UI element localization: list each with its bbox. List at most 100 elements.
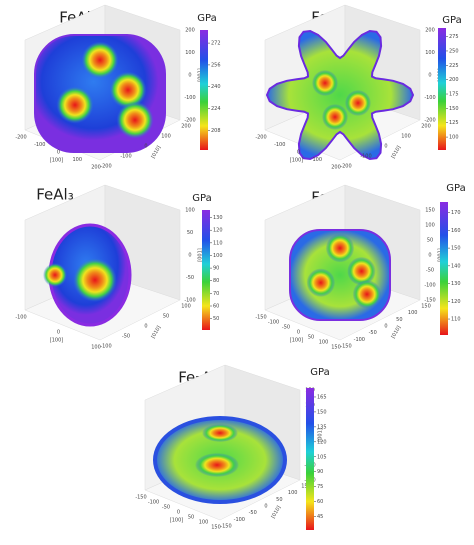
colorbar [200, 30, 208, 150]
axis-tick-label: -150 [220, 524, 231, 530]
colorbar-tick-label: 120 [213, 228, 223, 234]
axis-label: [010] [390, 145, 402, 160]
axis-tick-label: -100 [148, 500, 159, 506]
colorbar-tick-label: 170 [451, 210, 461, 216]
axis-tick-label: -100 [15, 315, 26, 321]
panel-title: FeAl₃ [36, 186, 73, 204]
colorbar-tick-label: 130 [451, 281, 461, 287]
axis-tick-label: -200 [340, 164, 351, 170]
axis-tick-label: 50 [427, 238, 433, 244]
axis-tick-label: 50 [308, 335, 314, 341]
axis-tick-label: -50 [369, 330, 377, 336]
surface-spot [347, 256, 376, 286]
colorbar-tick-label: 175 [449, 92, 459, 98]
axis-tick-label: -100 [184, 298, 195, 304]
colorbar-tick-label: 250 [449, 48, 459, 54]
colorbar [440, 202, 448, 335]
colorbar [306, 388, 314, 530]
axis-tick-label: -150 [424, 298, 435, 304]
axis-tick-label: 100 [425, 50, 435, 56]
surface-spot [325, 233, 355, 263]
axis-label: [010] [150, 145, 162, 160]
colorbar-tick-label: 224 [211, 106, 221, 112]
axis-tick-label: 100 [199, 520, 209, 526]
axis-tick-label: 0 [264, 504, 267, 510]
axis-label: [100] [290, 158, 303, 164]
axis-tick-label: 0 [297, 330, 300, 336]
colorbar-tick-label: 165 [317, 394, 327, 400]
surface-spot [81, 41, 119, 79]
axis-tick-label: -100 [100, 344, 111, 350]
axis-tick-label: -50 [162, 505, 170, 511]
surface-spot [43, 263, 67, 287]
colorbar-tick-label: 75 [317, 484, 323, 490]
colorbar-tick-label: 240 [211, 84, 221, 90]
colorbar-tick-label: 110 [451, 317, 461, 323]
axis-tick-label: -50 [282, 325, 290, 331]
colorbar-tick-label: 105 [317, 454, 327, 460]
axis-tick-label: -100 [234, 517, 245, 523]
axis-tick-label: -200 [15, 135, 26, 141]
axis-tick-label: 50 [276, 497, 282, 503]
axis-tick-label: -200 [184, 118, 195, 124]
colorbar-tick-label: 70 [213, 291, 219, 297]
colorbar-tick-label: 90 [213, 266, 219, 272]
axis-label: [100] [50, 158, 63, 164]
colorbar-tick-label: 150 [449, 106, 459, 112]
axis-tick-label: 0 [428, 73, 431, 79]
axis-tick-label: 100 [181, 304, 191, 310]
colorbar-tick-label: 60 [213, 304, 219, 310]
panel: FeAl₂-150-100-50050100150-150-100-500501… [255, 183, 465, 351]
panel: Fe₂Al₅-150-100-50050100150-150-100-50050… [135, 364, 330, 531]
axis-tick-label: 150 [421, 304, 431, 310]
axis-tick-label: 0 [297, 150, 300, 156]
surface [265, 29, 415, 161]
axis-label: [001] [318, 428, 324, 441]
colorbar-tick-label: 60 [317, 499, 323, 505]
colorbar-tick-label: 256 [211, 62, 221, 68]
colorbar-tick-label: 120 [317, 439, 327, 445]
colorbar [202, 210, 210, 330]
axis-tick-label: 0 [144, 324, 147, 330]
colorbar-tick-label: 125 [449, 120, 459, 126]
colorbar-unit: GPa [446, 183, 465, 194]
colorbar-tick-label: 225 [449, 63, 459, 69]
axis-tick-label: 100 [401, 134, 411, 140]
colorbar-tick-label: 50 [213, 316, 219, 322]
axis-tick-label: -100 [120, 154, 131, 160]
axis-tick-label: -50 [426, 268, 434, 274]
axis-tick-label: 50 [163, 314, 169, 320]
axis-tick-label: 200 [425, 28, 435, 34]
colorbar-tick-label: 100 [449, 135, 459, 141]
axis-tick-label: 200 [331, 165, 341, 171]
surface-spot [202, 424, 238, 442]
colorbar-tick-label: 80 [213, 278, 219, 284]
panel: Fe₃Al-200-1000100200-200-100010020020010… [255, 4, 462, 171]
axis-tick-label: 150 [331, 345, 341, 351]
colorbar-tick-label: 110 [213, 240, 223, 246]
colorbar-tick-label: 90 [317, 469, 323, 475]
axis-tick-label: -100 [424, 95, 435, 101]
axis-tick-label: 50 [396, 317, 402, 323]
axis-tick-label: 0 [177, 510, 180, 516]
axis-tick-label: -100 [268, 320, 279, 326]
axis-tick-label: -50 [186, 275, 194, 281]
axis-tick-label: 100 [72, 157, 82, 163]
axis-tick-label: 100 [312, 157, 322, 163]
axis-label: [001] [198, 248, 204, 261]
axis-tick-label: 100 [185, 50, 195, 56]
axis-tick-label: 100 [91, 345, 101, 351]
surface-spot [312, 70, 338, 96]
colorbar-tick-label: 160 [451, 228, 461, 234]
surface-spot [322, 104, 348, 130]
axis-label: [010] [270, 505, 282, 520]
colorbar [438, 28, 446, 150]
axis-tick-label: 0 [428, 253, 431, 259]
axis-tick-label: 200 [185, 28, 195, 34]
axis-tick-label: -100 [424, 283, 435, 289]
axis-tick-label: 0 [144, 144, 147, 150]
axis-tick-label: -200 [255, 135, 266, 141]
colorbar-tick-label: 140 [451, 263, 461, 269]
